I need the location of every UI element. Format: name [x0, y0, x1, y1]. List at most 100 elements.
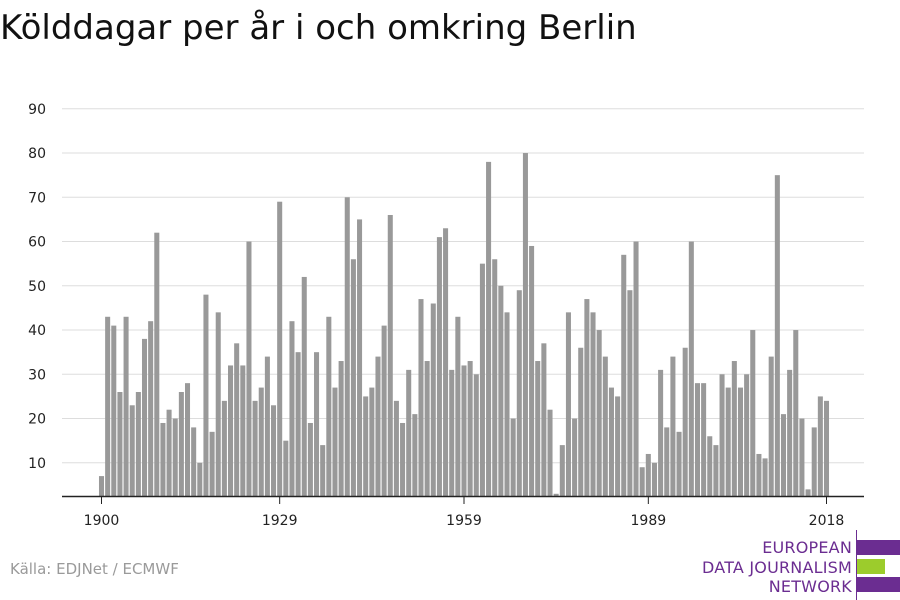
bar-1965	[498, 285, 504, 496]
bar-1928	[271, 405, 277, 496]
y-tick-label-70: 70	[28, 190, 46, 206]
bar-1942	[357, 219, 363, 496]
bar-1919	[215, 312, 221, 496]
bar-1960	[467, 361, 473, 496]
bar-1930	[283, 440, 289, 496]
bar-1954	[430, 303, 436, 496]
x-tick-label-2018: 2018	[809, 513, 845, 529]
bar-1996	[688, 241, 694, 496]
bar-1981	[596, 330, 602, 496]
bar-1984	[615, 396, 621, 496]
bar-1944	[369, 387, 375, 496]
bar-1924	[246, 241, 252, 496]
bar-1902	[111, 325, 117, 496]
bar-1989	[645, 453, 651, 496]
bar-2003	[731, 361, 737, 496]
logo-divider	[856, 530, 857, 600]
bar-1920	[221, 400, 227, 496]
bar-2016	[811, 427, 817, 496]
bar-1987	[633, 241, 639, 496]
bar-2010	[774, 175, 780, 496]
bar-1951	[412, 414, 418, 496]
bar-1990	[651, 462, 657, 496]
bar-1927	[264, 356, 270, 496]
bar-1922	[234, 343, 240, 496]
bar-1988	[639, 467, 645, 496]
bar-1952	[418, 299, 424, 496]
logo-text-european: EUROPEAN	[762, 538, 852, 557]
bar-1963	[486, 161, 492, 496]
bar-1907	[141, 338, 148, 496]
bar-1909	[154, 232, 160, 496]
bar-1911	[166, 409, 172, 496]
bar-1950	[406, 369, 412, 496]
bar-1995	[682, 347, 688, 496]
bar-1968	[516, 290, 522, 496]
bar-1962	[479, 263, 485, 496]
bar-2012	[787, 369, 793, 496]
bar-1946	[381, 325, 387, 496]
bar-1937	[326, 316, 332, 496]
x-tick-label-1989: 1989	[631, 513, 667, 529]
bar-1938	[332, 387, 338, 496]
bar-2004	[737, 387, 744, 496]
logo-text-data-journalism: DATA JOURNALISM	[702, 558, 852, 577]
bar-1908	[148, 321, 154, 496]
logo-bar-green	[857, 559, 885, 574]
bar-1936	[320, 445, 326, 496]
bar-1994	[676, 431, 682, 496]
bar-1998	[701, 383, 707, 496]
bar-1977	[572, 418, 578, 496]
y-tick-label-80: 80	[28, 146, 46, 162]
y-tick-label-30: 30	[28, 367, 46, 383]
bar-1940	[344, 197, 350, 496]
bar-2018	[823, 400, 830, 496]
bar-1901	[105, 316, 111, 496]
bar-1983	[608, 387, 614, 496]
bar-1947	[387, 214, 393, 496]
bar-2017	[817, 396, 823, 496]
bar-1958	[455, 316, 461, 496]
y-tick-label-60: 60	[28, 235, 46, 251]
x-tick-label-1929: 1929	[262, 513, 298, 529]
bar-2005	[744, 374, 750, 496]
bar-1982	[602, 356, 608, 496]
bar-2001	[719, 374, 725, 496]
bar-1980	[590, 312, 596, 496]
y-tick-label-20: 20	[28, 412, 46, 428]
bar-1956	[443, 228, 449, 496]
bar-1973	[547, 409, 553, 496]
bar-1949	[400, 422, 406, 496]
bar-1972	[541, 343, 547, 496]
bar-1986	[627, 290, 633, 496]
bar-1915	[191, 427, 197, 496]
bar-1935	[314, 352, 320, 496]
logo-bar-purple-top	[857, 540, 900, 555]
edjnet-logo: EUROPEAN DATA JOURNALISM NETWORK	[700, 530, 900, 600]
bar-2011	[780, 414, 787, 496]
bar-1900	[98, 476, 105, 496]
bar-1993	[670, 356, 676, 496]
bar-1923	[240, 365, 246, 496]
x-tick-label-1959: 1959	[446, 513, 482, 529]
bar-1943	[363, 396, 369, 496]
bar-1903	[117, 392, 123, 496]
bar-1931	[289, 321, 295, 496]
bar-1904	[123, 316, 129, 496]
bar-1953	[424, 361, 430, 496]
bar-1991	[658, 369, 664, 496]
bar-1939	[338, 361, 344, 496]
bar-1961	[473, 374, 479, 496]
source-note: Källa: EDJNet / ECMWF	[10, 560, 179, 578]
bar-1974	[553, 493, 559, 496]
bar-2014	[799, 418, 805, 496]
bar-2006	[750, 330, 756, 496]
bar-1913	[178, 392, 184, 496]
bar-1978	[578, 347, 584, 496]
bar-1918	[209, 431, 215, 496]
bar-1971	[535, 361, 541, 496]
bar-1967	[510, 418, 516, 496]
bar-1932	[295, 352, 301, 496]
bar-1912	[172, 418, 178, 496]
